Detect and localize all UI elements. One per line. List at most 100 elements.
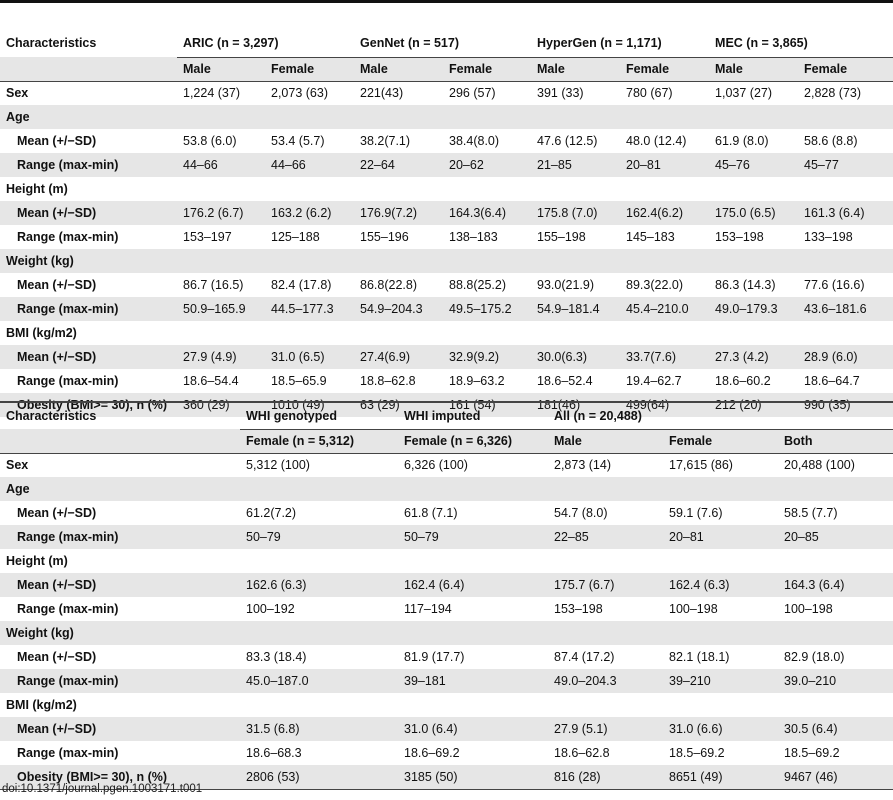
doi-footer: doi:10.1371/journal.pgen.1003171.t001 (2, 783, 203, 795)
table-cell: 54.7 (8.0) (554, 505, 608, 520)
table-cell: 18.5–69.2 (669, 745, 725, 760)
subheader-cell: Male (354, 57, 444, 82)
table-cell: 61.8 (7.1) (404, 505, 458, 520)
table-cell: 87.4 (17.2) (554, 649, 615, 664)
table-cell: 6,326 (100) (404, 458, 468, 472)
table-row-sex: Sex 5,312 (100) 6,326 (100) 2,873 (14) 1… (0, 453, 893, 477)
table-cell: 39–210 (663, 669, 778, 693)
table-cell: 18.9–63.2 (449, 373, 505, 388)
group-header-gennet: GenNet (n = 517) (354, 30, 532, 58)
section-row-bmi: BMI (kg/m2) (0, 321, 893, 345)
group-header-mec: MEC (n = 3,865) (709, 30, 893, 58)
row-label: Mean (+/−SD) (0, 717, 240, 741)
table-cell: 44–66 (177, 153, 265, 177)
table-row-height-mean: Mean (+/−SD) 176.2 (6.7) 163.2 (6.2) 176… (0, 201, 893, 225)
table-row-bmi-range: Range (max-min) 18.6–68.3 18.6–69.2 18.6… (0, 741, 893, 765)
table-cell: 86.7 (16.5) (183, 277, 244, 292)
row-label: Range (max-min) (0, 297, 177, 321)
subheader-cell: Male (548, 429, 663, 454)
section-label: Height (m) (6, 181, 68, 196)
row-label: Mean (+/−SD) (0, 345, 177, 369)
table-cell: 28.9 (6.0) (798, 345, 893, 369)
subheader-cell: Female (n = 6,326) (398, 429, 548, 454)
table-cell: 21–85 (531, 153, 621, 177)
table-cell: 50–79 (398, 525, 548, 549)
table-cell: 816 (28) (548, 765, 663, 790)
group-header-whi-genotyped: WHI genotyped (240, 401, 398, 430)
table-cell: 50.9–165.9 (177, 297, 265, 321)
table-cell: 2,073 (63) (271, 86, 328, 100)
group-header-whi-imputed: WHI imputed (398, 401, 548, 430)
table-cell: 175.0 (6.5) (709, 201, 799, 225)
subheader-cell: Male (709, 57, 799, 82)
table-cell: 153–197 (183, 229, 232, 244)
table-row-weight-range: Range (max-min) 45.0–187.0 39–181 49.0–2… (0, 669, 893, 693)
table-cell: 77.6 (16.6) (804, 277, 865, 292)
table-cell: 32.9(9.2) (443, 345, 532, 369)
table-cell: 20,488 (100) (784, 458, 855, 472)
table-row-weight-range: Range (max-min) 50.9–165.9 44.5–177.3 54… (0, 297, 893, 321)
section-label: Age (0, 477, 240, 501)
table-cell: 61.2(7.2) (246, 505, 297, 520)
group-header-aric: ARIC (n = 3,297) (177, 30, 355, 58)
section-row-height: Height (m) (0, 177, 893, 201)
table-cell: 18.6–64.7 (804, 373, 860, 388)
table-cell: 175.7 (6.7) (548, 573, 663, 597)
table-cell: 88.8(25.2) (449, 277, 506, 292)
row-label: Sex (6, 86, 29, 100)
table-cell: 50–79 (240, 525, 398, 549)
table-cell: 18.6–60.2 (715, 373, 771, 388)
table-cell: 82.9 (18.0) (784, 649, 845, 664)
top-rule (0, 0, 893, 3)
table-row-bmi-mean: Mean (+/−SD) 27.9 (4.9) 31.0 (6.5) 27.4(… (0, 345, 893, 369)
table-cell: 83.3 (18.4) (246, 649, 307, 664)
table-cell: 30.5 (6.4) (778, 717, 893, 741)
row-label: Range (max-min) (17, 745, 119, 760)
table-cell: 155–196 (360, 229, 409, 244)
section-label: Weight (kg) (0, 621, 240, 645)
table-cell: 17,615 (86) (669, 458, 733, 472)
table-cell: 18.5–65.9 (271, 373, 327, 388)
table-cell: 8651 (49) (663, 765, 778, 790)
table-cell: 18.6–54.4 (183, 373, 239, 388)
subheader-cell: Female (663, 429, 778, 454)
table-cell: 138–183 (449, 229, 498, 244)
subheader-row: Female (n = 5,312) Female (n = 6,326) Ma… (0, 429, 893, 454)
table-cell: 31.0 (6.6) (663, 717, 778, 741)
row-label: Range (max-min) (0, 525, 240, 549)
table-cell: 53.8 (6.0) (183, 133, 237, 148)
cohort-table-1: Characteristics ARIC (n = 3,297) GenNet … (0, 30, 893, 417)
table-cell: 2,828 (73) (804, 86, 862, 100)
table-row-bmi-obesity: Obesity (BMI>= 30), n (%) 2806 (53) 3185… (0, 765, 893, 790)
table-cell: 45.4–210.0 (620, 297, 710, 321)
table-cell: 1,037 (27) (715, 86, 773, 100)
characteristics-header: Characteristics (6, 36, 97, 51)
section-row-height: Height (m) (0, 549, 893, 573)
table-row-weight-mean: Mean (+/−SD) 83.3 (18.4) 81.9 (17.7) 87.… (0, 645, 893, 669)
characteristics-header: Characteristics (0, 401, 240, 429)
table-cell: 22–64 (354, 153, 444, 177)
table-header-row: Characteristics WHI genotyped WHI impute… (0, 401, 893, 430)
section-row-age: Age (0, 477, 893, 501)
subheader-cell: Female (443, 57, 532, 82)
subheader-cell: Female (n = 5,312) (240, 429, 398, 454)
table-cell: 31.0 (6.5) (265, 345, 355, 369)
row-label: Range (max-min) (17, 373, 119, 388)
table-cell: 18.6–62.8 (554, 745, 610, 760)
table-cell: 153–198 (554, 601, 603, 616)
table-cell: 1,224 (37) (183, 86, 240, 100)
table-row-bmi-mean: Mean (+/−SD) 31.5 (6.8) 31.0 (6.4) 27.9 … (0, 717, 893, 741)
table-cell: 27.9 (5.1) (548, 717, 663, 741)
table-cell: 18.8–62.8 (360, 373, 416, 388)
row-label: Sex (6, 458, 29, 472)
table-cell: 162.6 (6.3) (240, 573, 398, 597)
table-cell: 31.5 (6.8) (240, 717, 398, 741)
table-cell: 163.2 (6.2) (265, 201, 355, 225)
table-cell: 3185 (50) (398, 765, 548, 790)
table-row-height-mean: Mean (+/−SD) 162.6 (6.3) 162.4 (6.4) 175… (0, 573, 893, 597)
table-cell: 93.0(21.9) (537, 277, 594, 292)
table-cell: 100–192 (246, 601, 295, 616)
table-cell: 5,312 (100) (246, 458, 310, 472)
table-cell: 22–85 (548, 525, 663, 549)
table-cell: 27.3 (4.2) (709, 345, 799, 369)
